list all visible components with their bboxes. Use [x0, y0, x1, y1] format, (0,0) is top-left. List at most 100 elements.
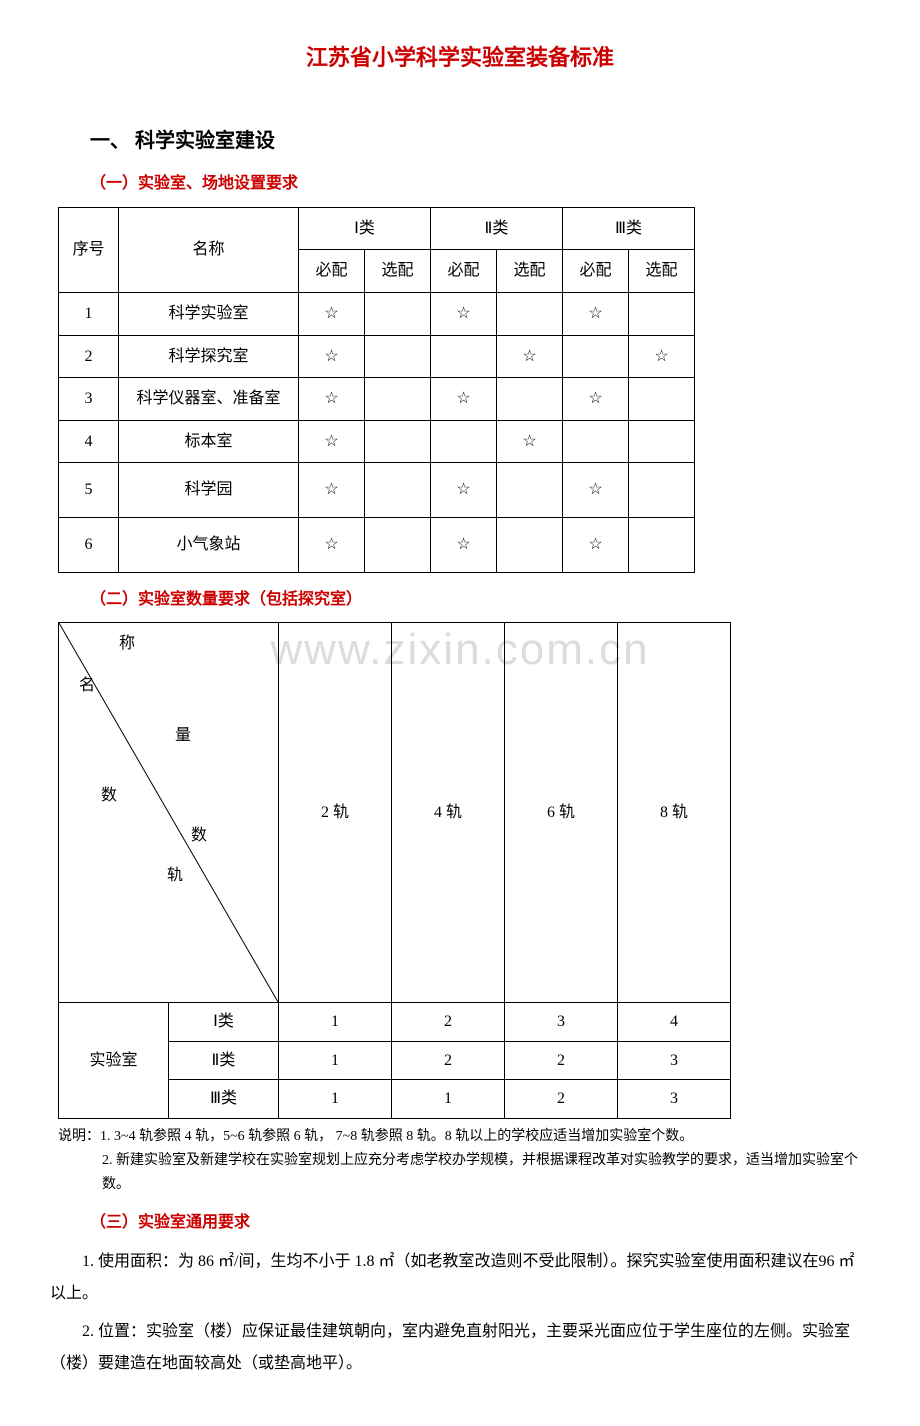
cell-val: [365, 463, 431, 518]
row-class: Ⅱ类: [169, 1041, 279, 1080]
diag-label: 量: [175, 723, 191, 749]
th-req: 必配: [431, 250, 497, 293]
cell-val: ☆: [299, 335, 365, 378]
table-row: 3 科学仪器室、准备室 ☆ ☆ ☆: [59, 378, 695, 421]
cell-val: ☆: [497, 420, 563, 463]
cell-val: 2: [505, 1041, 618, 1080]
subsection-heading-1: （一）实验室、场地设置要求: [90, 171, 870, 197]
cell-val: [431, 420, 497, 463]
cell-val: ☆: [299, 378, 365, 421]
diagonal-header-cell: 称 名 量 数 数 轨: [59, 623, 279, 1003]
cell-val: ☆: [431, 517, 497, 572]
cell-seq: 2: [59, 335, 119, 378]
cell-name: 科学仪器室、准备室: [119, 378, 299, 421]
cell-seq: 6: [59, 517, 119, 572]
cell-name: 科学探究室: [119, 335, 299, 378]
cell-name: 科学实验室: [119, 292, 299, 335]
cell-seq: 3: [59, 378, 119, 421]
cell-val: ☆: [299, 420, 365, 463]
row-label-lab: 实验室: [59, 1003, 169, 1119]
cell-val: 3: [505, 1003, 618, 1042]
th-name: 名称: [119, 207, 299, 292]
th-req: 必配: [299, 250, 365, 293]
cell-val: ☆: [431, 292, 497, 335]
paragraph-2: 2. 位置：实验室（楼）应保证最佳建筑朝向，室内避免直射阳光，主要采光面应位于学…: [50, 1316, 870, 1380]
subsection-heading-2: （二）实验室数量要求（包括探究室）: [90, 587, 870, 613]
cell-val: [365, 378, 431, 421]
table-row: 1 科学实验室 ☆ ☆ ☆: [59, 292, 695, 335]
quantity-table: 称 名 量 数 数 轨 2 轨 4 轨 6 轨 8 轨 实验室 Ⅰ类 1 2 3…: [58, 622, 731, 1119]
th-class-2: Ⅱ类: [431, 207, 563, 250]
cell-val: [629, 463, 695, 518]
page-title: 江苏省小学科学实验室装备标准: [50, 40, 870, 75]
diag-label: 名: [79, 673, 95, 699]
cell-val: [365, 517, 431, 572]
th-track: 8 轨: [618, 623, 731, 1003]
cell-val: [563, 335, 629, 378]
cell-val: 3: [618, 1041, 731, 1080]
cell-val: 2: [505, 1080, 618, 1119]
section-heading-1: 一、 科学实验室建设: [90, 125, 870, 157]
cell-val: [629, 378, 695, 421]
diag-label: 数: [191, 823, 207, 849]
cell-val: [629, 420, 695, 463]
diag-label: 数: [101, 783, 117, 809]
row-class: Ⅲ类: [169, 1080, 279, 1119]
cell-val: 4: [618, 1003, 731, 1042]
cell-val: 1: [392, 1080, 505, 1119]
th-seq: 序号: [59, 207, 119, 292]
cell-val: ☆: [299, 463, 365, 518]
cell-val: ☆: [563, 463, 629, 518]
diag-label: 称: [119, 631, 135, 657]
cell-val: [497, 463, 563, 518]
paragraph-1: 1. 使用面积：为 86 ㎡/间，生均不小于 1.8 ㎡（如老教室改造则不受此限…: [50, 1246, 870, 1310]
cell-val: [497, 292, 563, 335]
cell-val: ☆: [563, 517, 629, 572]
cell-val: 2: [392, 1003, 505, 1042]
cell-val: ☆: [629, 335, 695, 378]
cell-val: [365, 292, 431, 335]
note-line-1: 说明：1. 3~4 轨参照 4 轨，5~6 轨参照 6 轨， 7~8 轨参照 8…: [58, 1125, 870, 1149]
cell-val: [497, 517, 563, 572]
equipment-table: 序号 名称 Ⅰ类 Ⅱ类 Ⅲ类 必配 选配 必配 选配 必配 选配 1 科学实验室…: [58, 207, 695, 573]
subsection-heading-3: （三）实验室通用要求: [90, 1210, 870, 1236]
th-class-3: Ⅲ类: [563, 207, 695, 250]
cell-val: [365, 335, 431, 378]
cell-val: 2: [392, 1041, 505, 1080]
th-track: 6 轨: [505, 623, 618, 1003]
cell-val: ☆: [563, 378, 629, 421]
cell-val: 1: [279, 1041, 392, 1080]
cell-val: 1: [279, 1003, 392, 1042]
cell-val: ☆: [299, 292, 365, 335]
table-row: 4 标本室 ☆ ☆: [59, 420, 695, 463]
cell-val: ☆: [299, 517, 365, 572]
th-track: 4 轨: [392, 623, 505, 1003]
table-row: 2 科学探究室 ☆ ☆ ☆: [59, 335, 695, 378]
table-row: 实验室 Ⅰ类 1 2 3 4: [59, 1003, 731, 1042]
table-notes: 说明：1. 3~4 轨参照 4 轨，5~6 轨参照 6 轨， 7~8 轨参照 8…: [50, 1125, 870, 1196]
cell-val: [629, 292, 695, 335]
cell-val: [365, 420, 431, 463]
th-opt: 选配: [629, 250, 695, 293]
note-line-2: 2. 新建实验室及新建学校在实验室规划上应充分考虑学校办学规模，并根据课程改革对…: [102, 1149, 870, 1197]
th-class-1: Ⅰ类: [299, 207, 431, 250]
diag-label: 轨: [167, 863, 183, 889]
cell-seq: 1: [59, 292, 119, 335]
cell-val: ☆: [431, 463, 497, 518]
cell-val: 3: [618, 1080, 731, 1119]
cell-seq: 5: [59, 463, 119, 518]
cell-val: [629, 517, 695, 572]
cell-val: ☆: [563, 292, 629, 335]
table-row: 6 小气象站 ☆ ☆ ☆: [59, 517, 695, 572]
cell-val: ☆: [431, 378, 497, 421]
cell-val: [563, 420, 629, 463]
cell-val: [497, 378, 563, 421]
row-class: Ⅰ类: [169, 1003, 279, 1042]
th-req: 必配: [563, 250, 629, 293]
cell-val: [431, 335, 497, 378]
th-opt: 选配: [497, 250, 563, 293]
cell-seq: 4: [59, 420, 119, 463]
cell-val: 1: [279, 1080, 392, 1119]
cell-val: ☆: [497, 335, 563, 378]
th-opt: 选配: [365, 250, 431, 293]
